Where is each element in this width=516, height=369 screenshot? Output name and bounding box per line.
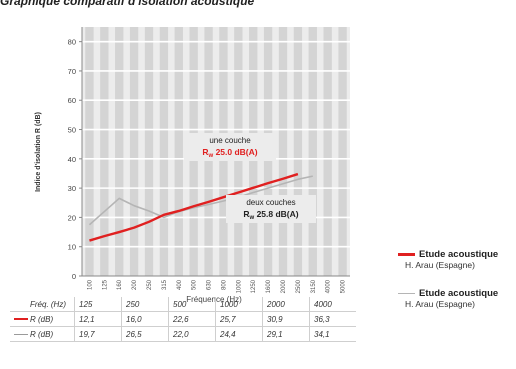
y-tick-label: 70 — [68, 67, 76, 76]
table-cell: 36,3 — [309, 311, 356, 327]
y-tick-label: 0 — [72, 272, 76, 281]
legend: Etude acoustique H. Arau (Espagne) — [398, 249, 498, 271]
chart-title: Graphique comparatif d'isolation acousti… — [0, 0, 255, 8]
table-cell: 16,0 — [121, 311, 169, 327]
table-row-label: R (dB) — [10, 326, 75, 342]
legend-2: Etude acoustique H. Arau (Espagne) — [398, 288, 498, 310]
y-tick-label: 80 — [68, 38, 76, 47]
legend-swatch-grey — [398, 293, 415, 294]
x-tick-label: 3150 — [311, 279, 317, 293]
x-tick-label: 400 — [177, 279, 183, 290]
table-cell: 25,7 — [215, 311, 263, 327]
table-row: Fréq. (Hz) 125 250 500 1000 2000 4000 — [10, 297, 356, 312]
frequency-band — [129, 27, 139, 276]
y-tick-label: 10 — [68, 243, 76, 252]
series-line-grey — [88, 175, 313, 226]
table-row: R (dB) 12,1 16,0 22,6 25,7 30,9 36,3 — [10, 311, 356, 327]
table-row-key — [14, 318, 28, 321]
x-tick-label: 4000 — [326, 279, 332, 293]
x-tick-label: 2500 — [296, 279, 302, 293]
legend-author-1: H. Arau (Espagne) — [405, 260, 475, 270]
table-cell: 1000 — [215, 297, 263, 312]
frequency-band — [293, 27, 303, 276]
x-tick-label: 1250 — [251, 279, 257, 293]
x-tick-label: 1000 — [236, 279, 242, 293]
table-cell: 30,9 — [262, 311, 310, 327]
x-tick-label: 5000 — [341, 279, 347, 293]
frequency-band — [338, 27, 347, 276]
frequency-band — [85, 27, 94, 276]
x-tick-label: 500 — [192, 279, 198, 290]
y-axis-label: Indice d'isolation R (dB) — [35, 112, 42, 192]
x-tick-label: 100 — [87, 279, 93, 290]
frequency-band — [100, 27, 109, 276]
table-cell: 19,7 — [74, 326, 122, 342]
table-cell: 26,5 — [121, 326, 169, 342]
y-tick-label: 50 — [68, 126, 76, 135]
annotation-title: une couche — [209, 136, 251, 145]
annotation-value: Rw 25.8 dB(A) — [243, 209, 298, 221]
table-cell: 12,1 — [74, 311, 122, 327]
table-cell: 22,6 — [168, 311, 216, 327]
x-tick-label: 1600 — [266, 279, 272, 293]
x-tick-label: 315 — [162, 279, 168, 290]
legend-label-2: Etude acoustique — [419, 288, 499, 299]
y-tick-label: 60 — [68, 96, 76, 105]
table-row-key — [14, 333, 28, 335]
table-cell: 22,0 — [168, 326, 216, 342]
annotation-box — [184, 133, 276, 161]
x-tick-label: 125 — [102, 279, 108, 290]
y-tick-label: 30 — [68, 184, 76, 193]
table-cell: 34,1 — [309, 326, 356, 342]
frequency-band — [278, 27, 288, 276]
data-table: Fréq. (Hz) 125 250 500 1000 2000 4000 R … — [10, 297, 356, 342]
frequency-band — [174, 27, 183, 276]
table-cell: 500 — [168, 297, 216, 312]
y-tick-label: 20 — [68, 213, 76, 222]
x-tick-label: 800 — [221, 279, 227, 290]
annotation-box — [226, 195, 316, 223]
table-cell: 29,1 — [262, 326, 310, 342]
frequency-band — [115, 27, 124, 276]
legend-swatch-red — [398, 253, 415, 256]
frequency-band — [159, 27, 169, 276]
table-cell: 4000 — [309, 297, 356, 312]
legend-author-2: H. Arau (Espagne) — [405, 299, 475, 309]
table-cell: 250 — [121, 297, 169, 312]
frequency-band — [308, 27, 317, 276]
table-row: R (dB) 19,7 26,5 22,0 24,4 29,1 34,1 — [10, 326, 356, 342]
x-tick-label: 630 — [207, 279, 213, 290]
annotation-title: deux couches — [246, 198, 295, 207]
table-cell: 2000 — [262, 297, 310, 312]
table-row-label: Fréq. (Hz) — [10, 297, 75, 312]
annotation-value: Rw 25.0 dB(A) — [202, 147, 257, 159]
frequency-band — [323, 27, 332, 276]
table-cell: 24,4 — [215, 326, 263, 342]
x-tick-label: 250 — [147, 279, 153, 290]
y-tick-label: 40 — [68, 155, 76, 164]
x-tick-label: 160 — [117, 279, 123, 290]
x-tick-label: 2000 — [281, 279, 287, 293]
series-line-red — [89, 172, 299, 242]
frequency-band — [144, 27, 154, 276]
legend-label-1: Etude acoustique — [419, 249, 499, 260]
table-row-label: R (dB) — [10, 311, 75, 327]
x-tick-label: 200 — [132, 279, 138, 290]
table-cell: 125 — [74, 297, 122, 312]
